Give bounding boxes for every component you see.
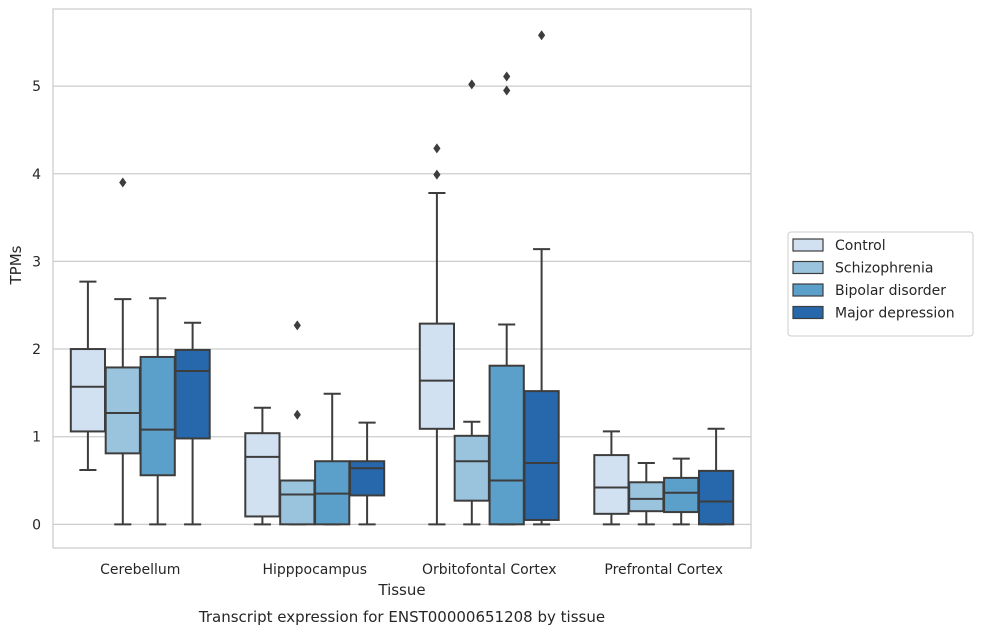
series-bipolar-disorder [139,71,700,526]
box-element [697,427,735,526]
box-element [663,457,700,526]
iqr-box [69,348,107,433]
box-plot-series [69,30,735,526]
box-element [453,79,490,526]
iqr-box [523,390,560,521]
box-element [628,461,665,526]
outlier-point [293,409,301,420]
x-axis-title: Tissue [377,581,425,599]
iqr-box [244,432,281,518]
box-element [314,392,351,526]
chart-caption: Transcript expression for ENST0000065120… [198,608,605,626]
y-tick-label: 3 [32,254,41,270]
iqr-box [488,364,525,526]
legend-swatch [792,305,824,320]
box-element [348,421,386,526]
iqr-box [697,469,735,526]
outlier-point [433,143,441,154]
y-tick-label: 4 [32,167,41,183]
legend-label: Schizophrenia [835,261,933,277]
y-tick-label: 1 [32,430,41,446]
outlier-point [538,30,546,41]
iqr-box [104,366,141,455]
iqr-box [418,322,456,430]
plot-frame [52,8,752,549]
box-element [418,143,456,526]
box-element [69,280,107,471]
iqr-box [348,460,386,497]
box-element [488,71,525,526]
x-tick-label: Hipppocampus [262,562,367,578]
outlier-point [468,79,476,90]
iqr-box [139,355,176,477]
box-element [244,406,281,526]
iqr-box [279,479,316,526]
y-axis-title: TPMs [7,245,25,285]
box-element [279,320,316,526]
series-control [69,143,630,526]
y-tick-labels: 0 1 2 3 4 5 [32,79,41,533]
legend-swatch [792,238,824,252]
outlier-point [293,320,301,331]
legend-label: Bipolar disorder [835,283,946,299]
series-major-depression [174,30,735,526]
box-element [139,297,176,526]
series-schizophrenia [104,79,665,526]
x-tick-label: Prefrontal Cortex [604,562,723,578]
outlier-point [433,169,441,180]
legend-label: Major depression [835,306,955,322]
box-element [174,321,211,526]
legend-swatch [792,260,824,275]
legend-label: Control [835,238,886,254]
y-tick-label: 5 [32,79,41,95]
outlier-point [503,71,511,82]
x-tick-label: Orbitofontal Cortex [422,562,557,578]
y-tick-label: 2 [32,342,41,358]
iqr-box [453,434,490,502]
legend: Control Schizophrenia Bipolar disorder Majo… [787,231,974,337]
x-tick-labels: Cerebellum Hipppocampus Orbitofontal Corte… [100,562,723,578]
outlier-point [503,85,511,96]
iqr-box [628,481,665,513]
iqr-box [593,454,630,515]
legend-swatch [792,283,824,297]
x-tick-label: Cerebellum [100,562,180,578]
box-element [593,430,630,526]
iqr-box [174,348,211,440]
y-tick-label: 0 [32,517,41,533]
outlier-point [119,177,127,188]
box-element [523,30,560,526]
legend-frame [787,231,974,337]
iqr-box [663,476,700,514]
box-element [104,177,141,526]
